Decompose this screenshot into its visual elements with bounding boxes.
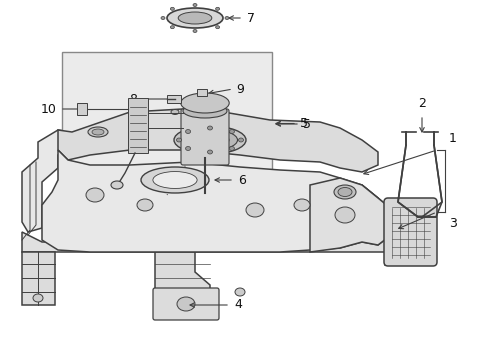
Text: 3: 3	[449, 217, 457, 230]
Ellipse shape	[225, 17, 229, 19]
Ellipse shape	[174, 126, 246, 154]
Text: 4: 4	[234, 298, 242, 311]
Text: 10: 10	[41, 103, 57, 116]
Bar	[77, 103, 87, 115]
Ellipse shape	[186, 130, 191, 134]
Ellipse shape	[167, 8, 223, 28]
Ellipse shape	[178, 12, 212, 24]
Text: 1: 1	[449, 132, 457, 145]
Ellipse shape	[216, 7, 220, 10]
Ellipse shape	[182, 130, 238, 150]
Ellipse shape	[246, 203, 264, 217]
Ellipse shape	[186, 147, 191, 150]
FancyBboxPatch shape	[181, 109, 229, 165]
Ellipse shape	[92, 129, 104, 135]
Ellipse shape	[33, 294, 43, 302]
Ellipse shape	[334, 185, 356, 199]
Bar	[62, 52, 272, 195]
Ellipse shape	[229, 147, 234, 150]
Text: 5: 5	[303, 117, 311, 131]
Ellipse shape	[88, 127, 108, 137]
FancyBboxPatch shape	[153, 288, 219, 320]
Ellipse shape	[294, 199, 310, 211]
Polygon shape	[22, 232, 395, 265]
Text: 9: 9	[236, 82, 244, 95]
Polygon shape	[155, 252, 210, 305]
Polygon shape	[42, 150, 378, 252]
Text: 8: 8	[129, 93, 137, 105]
Polygon shape	[22, 252, 55, 305]
Ellipse shape	[111, 181, 123, 189]
Bar	[128, 98, 148, 153]
Bar	[197, 89, 207, 96]
FancyBboxPatch shape	[384, 198, 437, 266]
Text: 5: 5	[300, 117, 308, 130]
Ellipse shape	[207, 150, 213, 154]
Polygon shape	[22, 130, 72, 232]
Ellipse shape	[137, 199, 153, 211]
Ellipse shape	[181, 93, 229, 113]
Ellipse shape	[171, 7, 174, 10]
Ellipse shape	[153, 172, 197, 188]
Ellipse shape	[176, 138, 181, 142]
Ellipse shape	[141, 167, 209, 193]
Ellipse shape	[193, 30, 197, 32]
Ellipse shape	[235, 288, 245, 296]
Ellipse shape	[216, 26, 220, 29]
Ellipse shape	[338, 188, 352, 197]
Ellipse shape	[335, 207, 355, 223]
Ellipse shape	[171, 26, 174, 29]
Polygon shape	[362, 185, 395, 245]
Ellipse shape	[183, 104, 227, 118]
Text: 7: 7	[247, 12, 255, 24]
Ellipse shape	[193, 4, 197, 6]
Ellipse shape	[229, 130, 234, 134]
Ellipse shape	[86, 188, 104, 202]
Ellipse shape	[171, 109, 179, 114]
Ellipse shape	[207, 126, 213, 130]
Text: 6: 6	[238, 174, 246, 186]
Polygon shape	[58, 108, 378, 172]
Ellipse shape	[191, 132, 229, 148]
Text: 2: 2	[418, 97, 426, 110]
Ellipse shape	[177, 297, 195, 311]
Polygon shape	[310, 178, 395, 252]
Bar	[167, 95, 181, 103]
Ellipse shape	[161, 17, 165, 19]
Ellipse shape	[175, 294, 185, 302]
Ellipse shape	[239, 138, 244, 142]
